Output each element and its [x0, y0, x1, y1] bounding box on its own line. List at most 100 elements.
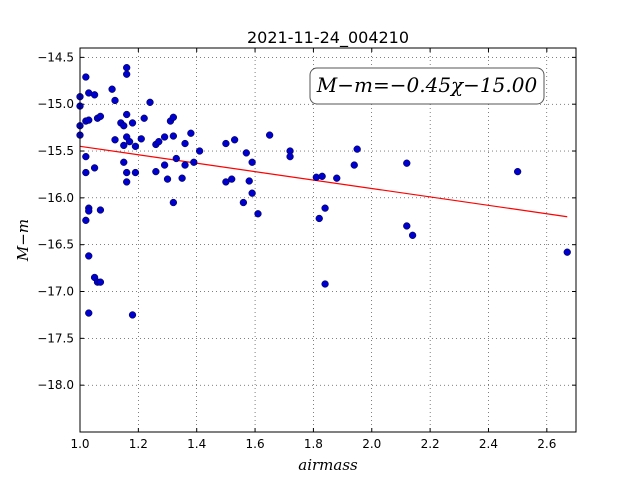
data-point	[146, 98, 154, 106]
data-point	[82, 216, 90, 224]
data-point	[169, 132, 178, 140]
data-point	[163, 175, 172, 183]
data-point	[286, 152, 294, 161]
y-tick-label: −15.5	[37, 144, 74, 158]
data-point	[187, 129, 195, 137]
axis-ticks	[79, 48, 576, 432]
y-tick-label: −14.5	[37, 50, 74, 64]
data-point	[265, 131, 274, 139]
y-tick-labels: −14.5 −15.0 −15.5 −16.0 −16.5 −17.0 −17.5 −18.0	[37, 50, 74, 392]
data-point	[408, 231, 417, 239]
data-point	[513, 167, 522, 176]
data-point	[123, 168, 131, 177]
x-tick-label: 1.0	[70, 437, 89, 451]
data-point	[108, 85, 116, 93]
data-point	[120, 158, 128, 166]
data-point	[90, 164, 99, 172]
x-axis-label: airmass	[298, 456, 358, 474]
data-point	[128, 119, 137, 127]
data-point	[230, 136, 239, 144]
data-point	[131, 168, 140, 177]
plot-frame	[79, 47, 577, 433]
data-point	[318, 172, 326, 180]
data-point	[248, 158, 256, 166]
data-point	[321, 204, 329, 212]
data-point	[123, 70, 131, 78]
data-point	[353, 145, 361, 153]
data-point	[123, 64, 131, 72]
data-point	[178, 174, 186, 182]
fit-equation: M−m=−0.45χ−15.00	[316, 73, 538, 97]
x-tick-labels: 1.0 1.2 1.4 1.6 1.8 2.0 2.2 2.4 2.6	[70, 437, 556, 451]
x-tick-label: 1.2	[129, 437, 148, 451]
data-point	[172, 154, 180, 163]
data-point	[140, 114, 148, 122]
y-axis-label: M−m	[14, 219, 32, 262]
data-point	[125, 138, 134, 146]
y-tick-label: −16.0	[37, 191, 74, 205]
data-point	[128, 311, 137, 319]
chart-title: 2021-11-24_004210	[247, 28, 409, 48]
data-point	[111, 96, 119, 105]
data-point	[315, 214, 323, 223]
y-tick-label: −15.0	[37, 97, 74, 111]
x-tick-label: 2.2	[421, 437, 440, 451]
data-point	[137, 135, 145, 143]
data-point	[160, 133, 169, 141]
data-point	[245, 177, 253, 185]
data-point	[169, 198, 178, 207]
data-point	[90, 91, 99, 99]
data-point	[350, 161, 358, 169]
data-point	[131, 142, 140, 150]
data-point	[563, 248, 571, 256]
data-point	[82, 73, 90, 81]
data-point	[333, 174, 341, 182]
data-point	[155, 138, 163, 146]
data-point	[403, 159, 411, 167]
data-points	[76, 64, 571, 319]
data-point	[85, 116, 93, 124]
data-point	[123, 178, 131, 186]
data-point	[120, 141, 128, 150]
data-point	[96, 112, 105, 121]
data-point	[82, 168, 90, 177]
y-tick-label: −16.5	[37, 238, 74, 252]
x-tick-label: 1.6	[246, 437, 265, 451]
y-tick-label: −18.0	[37, 378, 74, 392]
data-point	[254, 210, 262, 218]
data-point	[222, 178, 230, 186]
x-tick-label: 2.4	[479, 437, 498, 451]
fit-line	[79, 145, 568, 218]
data-point	[403, 222, 411, 230]
data-point	[111, 136, 119, 144]
data-point	[181, 161, 189, 169]
plot-area	[80, 48, 576, 432]
fit-layer	[79, 145, 568, 218]
x-tick-label: 1.8	[304, 437, 323, 451]
fit-equation-box: M−m=−0.45χ−15.00	[309, 67, 545, 105]
data-point	[85, 252, 93, 260]
data-point	[85, 309, 93, 317]
data-point	[222, 139, 230, 148]
y-tick-label: −17.5	[37, 331, 74, 345]
x-tick-label: 2.6	[537, 437, 556, 451]
data-point	[169, 113, 178, 121]
data-point	[248, 189, 256, 197]
data-point	[152, 167, 160, 176]
data-point	[120, 122, 128, 130]
data-point	[321, 280, 329, 288]
data-point	[160, 161, 169, 169]
data-point	[123, 110, 131, 119]
y-tick-label: −17.0	[37, 285, 74, 299]
data-point	[242, 149, 250, 157]
data-point	[195, 147, 204, 155]
data-point	[96, 278, 105, 286]
equation-box-frame	[309, 67, 545, 105]
data-point	[181, 139, 189, 148]
data-point	[190, 158, 198, 166]
data-point	[239, 198, 248, 207]
x-tick-label: 2.0	[362, 437, 381, 451]
data-point	[228, 175, 236, 183]
data-point	[85, 207, 93, 215]
